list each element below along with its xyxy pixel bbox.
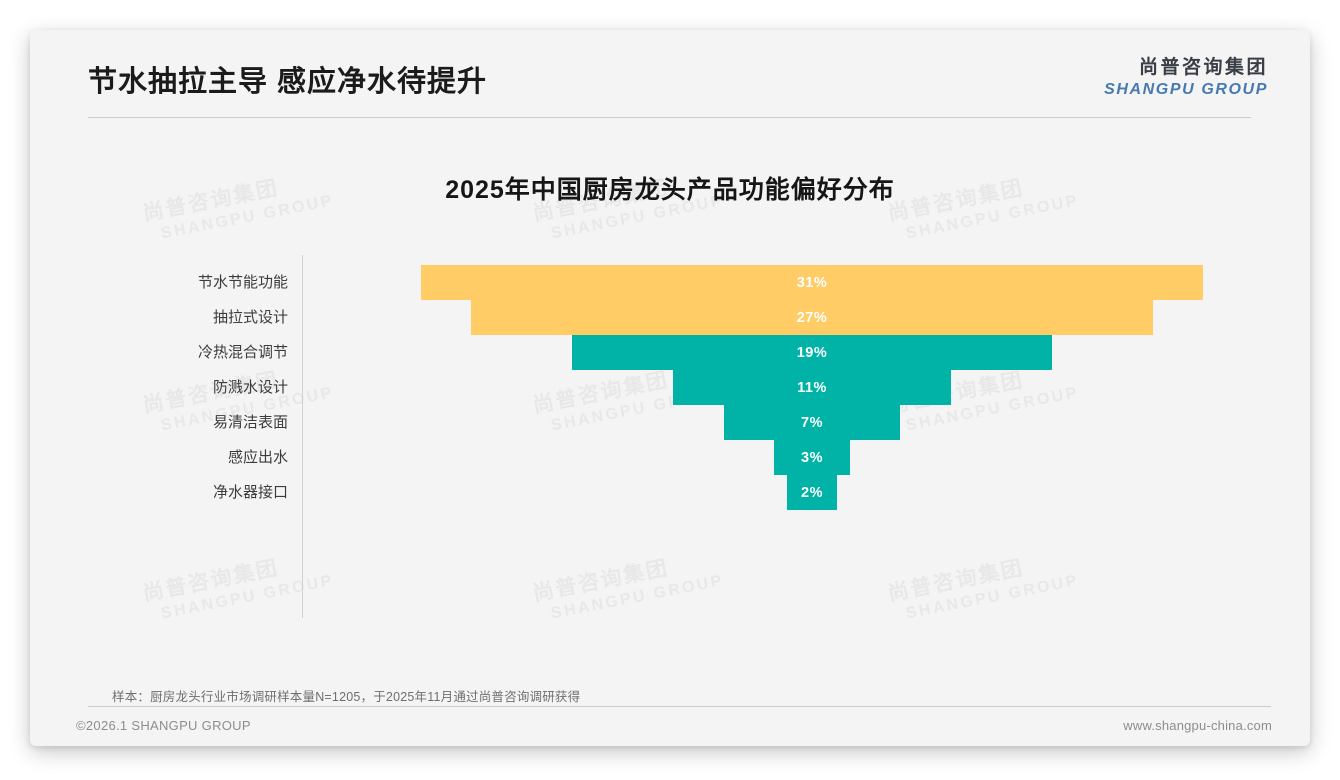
brand-logo: 尚普咨询集团 SHANGPU GROUP — [1104, 57, 1268, 98]
bar[interactable]: 7% — [723, 405, 901, 440]
bar[interactable]: 11% — [673, 370, 951, 405]
slide-footer: ©2026.1 SHANGPU GROUP www.shangpu-china.… — [30, 712, 1310, 746]
bar-category-label: 冷热混合调节 — [197, 344, 288, 361]
bar-value-label: 27% — [796, 309, 828, 326]
bar[interactable]: 2% — [786, 475, 838, 510]
bar[interactable]: 3% — [774, 440, 850, 475]
sample-footnote: 样本：厨房龙头行业市场调研样本量N=1205，于2025年11月通过尚普咨询调研… — [112, 690, 581, 704]
bar-value-label: 31% — [796, 274, 828, 291]
bar-category-label: 净水器接口 — [212, 484, 288, 501]
page-title: 节水抽拉主导 感应净水待提升 — [88, 66, 488, 98]
bar-category-label: 防溅水设计 — [212, 379, 288, 396]
slide-header: 节水抽拉主导 感应净水待提升 尚普咨询集团 SHANGPU GROUP — [30, 30, 1310, 118]
bar-value-label: 11% — [797, 379, 827, 396]
bar-row: 抽拉式设计 27% — [30, 300, 1310, 335]
chart-title: 2025年中国厨房龙头产品功能偏好分布 — [445, 176, 895, 204]
funnel-bar-chart: 节水节能功能 31% 抽拉式设计 27% 冷热混合调节 19% 防溅水设计 11% 易清洁表面 7… — [30, 245, 1310, 645]
bar-value-label: 7% — [801, 414, 823, 431]
brand-logo-en: SHANGPU GROUP — [1104, 80, 1268, 98]
footer-divider — [88, 706, 1271, 707]
bar-row: 感应出水 3% — [30, 440, 1310, 475]
bar-category-label: 感应出水 — [227, 449, 288, 466]
bar[interactable]: 27% — [471, 300, 1153, 335]
bar-row: 节水节能功能 31% — [30, 265, 1310, 300]
bar-value-label: 3% — [801, 449, 823, 466]
category-axis-line — [302, 255, 303, 618]
bar-value-label: 2% — [801, 484, 823, 501]
footer-website[interactable]: www.shangpu-china.com — [1123, 718, 1272, 733]
bar-row: 净水器接口 2% — [30, 475, 1310, 510]
bar-row: 易清洁表面 7% — [30, 405, 1310, 440]
bar-row: 冷热混合调节 19% — [30, 335, 1310, 370]
bar-value-label: 19% — [796, 344, 828, 361]
bar-category-label: 抽拉式设计 — [212, 309, 288, 326]
header-divider — [88, 117, 1251, 118]
bar[interactable]: 19% — [572, 335, 1052, 370]
bar-category-label: 易清洁表面 — [212, 414, 288, 431]
slide-canvas: 尚普咨询集团 SHANGPU GROUP 尚普咨询集团 SHANGPU GROUP 尚普… — [30, 30, 1310, 746]
bar-row: 防溅水设计 11% — [30, 370, 1310, 405]
footer-copyright: ©2026.1 SHANGPU GROUP — [76, 718, 251, 733]
bar[interactable]: 31% — [421, 265, 1203, 300]
brand-logo-cn: 尚普咨询集团 — [1138, 57, 1268, 78]
bar-category-label: 节水节能功能 — [197, 274, 288, 291]
